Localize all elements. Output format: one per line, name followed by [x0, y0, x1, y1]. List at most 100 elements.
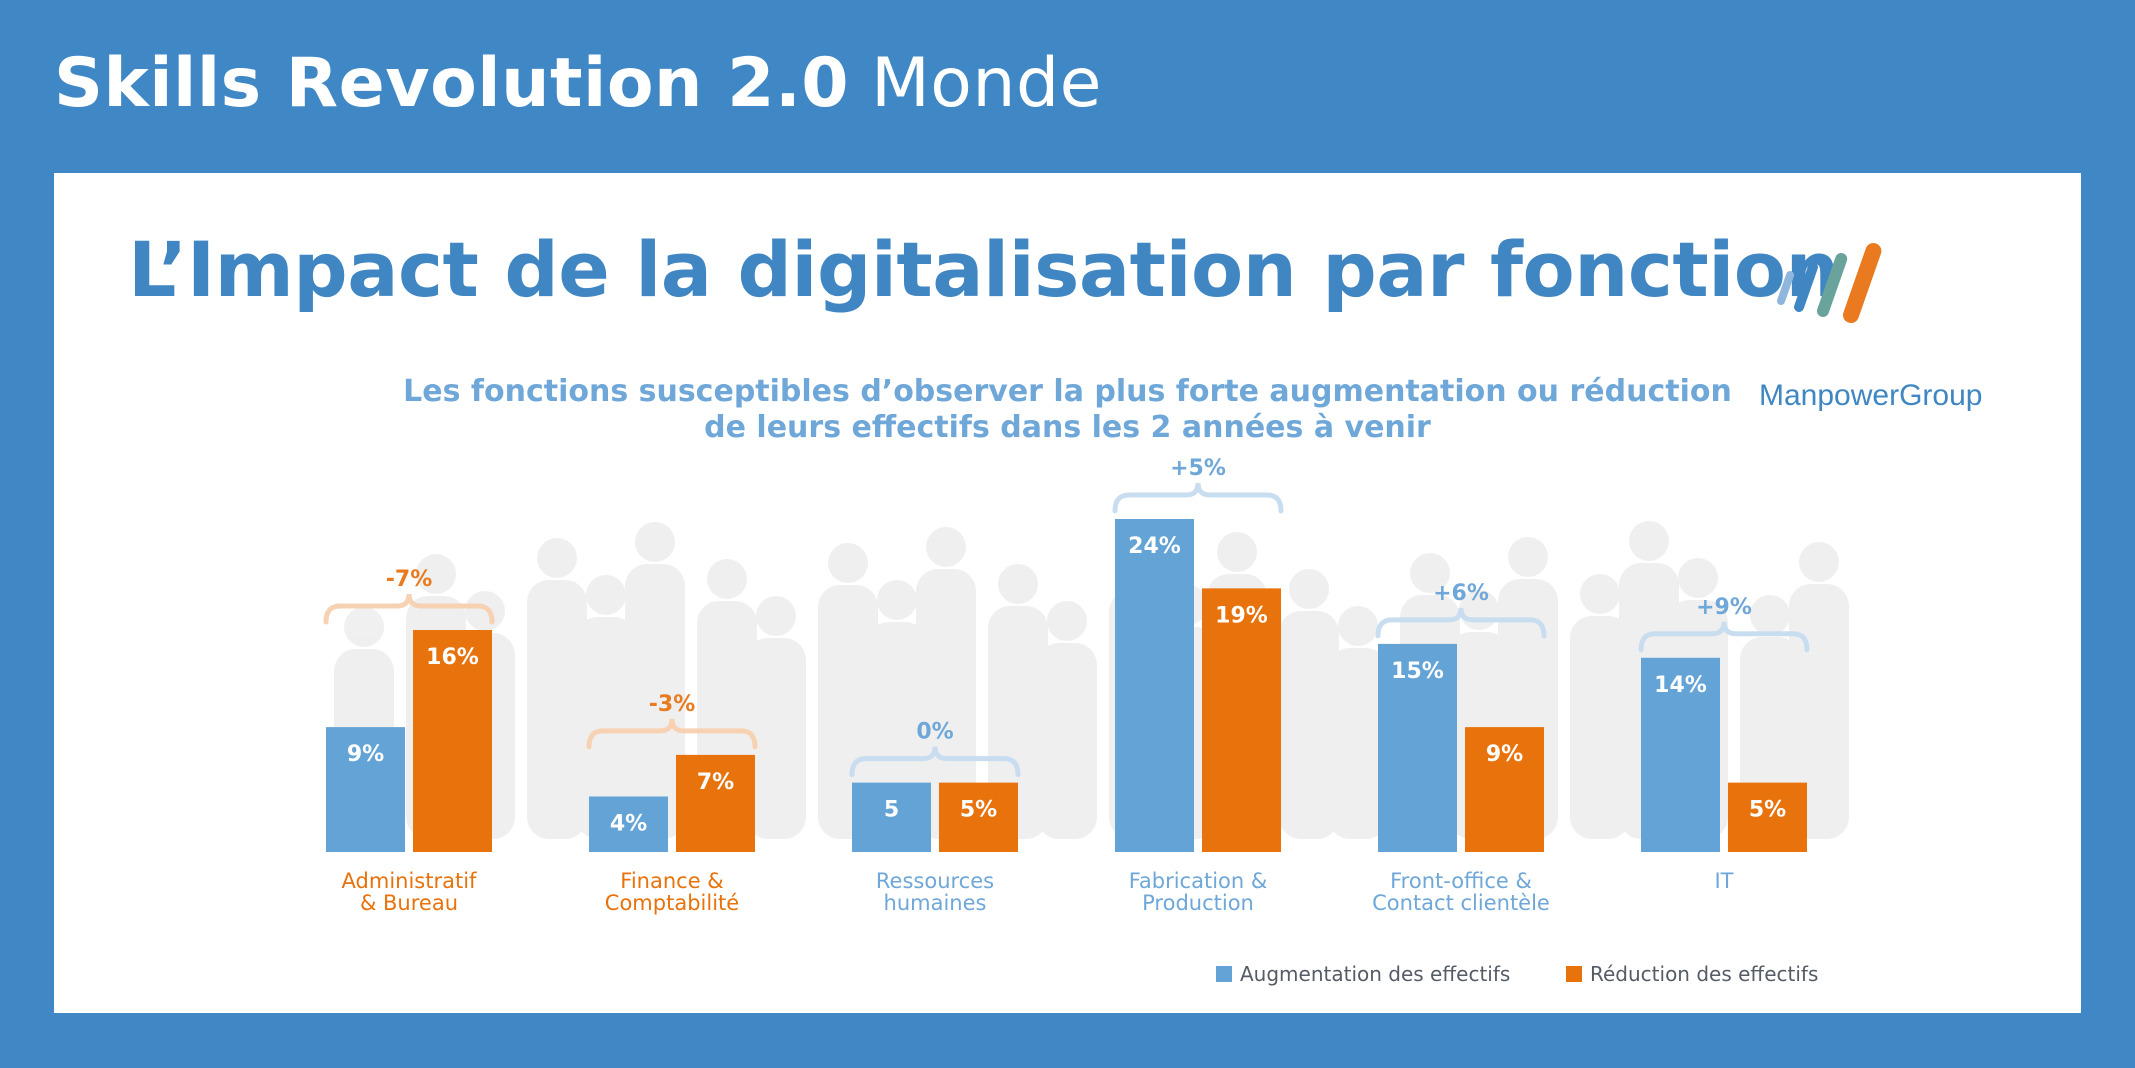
difference-bracket: [1112, 482, 1284, 514]
silhouette-body: [1789, 584, 1849, 839]
difference-label: -7%: [386, 567, 432, 592]
chart-subtitle-line-2: de leurs effectifs dans les 2 années à v…: [704, 410, 1431, 445]
data-label-increase: 4%: [610, 812, 647, 837]
header-region: Monde: [871, 44, 1102, 123]
difference-bracket: [1375, 607, 1547, 639]
silhouette-head: [586, 575, 626, 615]
header-title: Skills Revolution 2.0 Monde: [54, 44, 1102, 123]
silhouette-head: [416, 554, 456, 594]
chart-title: L’Impact de la digitalisation par foncti…: [128, 225, 1840, 314]
legend-decrease-label: Réduction des effectifs: [1590, 962, 1819, 986]
silhouette-head: [1508, 537, 1548, 577]
silhouette-body: [988, 606, 1048, 839]
difference-bracket: [1638, 621, 1810, 653]
bar-decrease: [1202, 588, 1281, 852]
data-label-increase: 5: [884, 798, 899, 823]
silhouette-body: [576, 617, 636, 839]
logo-stripe: [1777, 271, 1795, 305]
category-label: Finance &: [620, 869, 723, 893]
difference-label: +6%: [1433, 581, 1489, 606]
category-label: Fabrication &: [1129, 869, 1268, 893]
bar-increase: [1641, 657, 1720, 852]
silhouette-body: [1279, 611, 1339, 839]
legend-increase-label: Augmentation des effectifs: [1240, 962, 1511, 986]
bar-increase: [326, 727, 405, 852]
silhouette-head: [1750, 595, 1790, 635]
data-label-decrease: 9%: [1486, 742, 1523, 767]
category-label: Administratif: [342, 869, 478, 893]
silhouette-head: [344, 607, 384, 647]
logo-stripe: [1843, 243, 1882, 323]
legend-increase: Augmentation des effectifs: [1216, 961, 1510, 987]
data-label-decrease: 5%: [1749, 798, 1786, 823]
silhouette-head: [537, 538, 577, 578]
silhouette-body: [746, 638, 806, 839]
manpowergroup-logo: [1759, 231, 1999, 343]
silhouette-head: [635, 522, 675, 562]
difference-bracket: [323, 593, 495, 625]
bar-decrease: [1728, 782, 1807, 852]
silhouette-head: [926, 527, 966, 567]
logo-wordmark: ManpowerGroup: [1759, 379, 1983, 412]
silhouette-body: [1328, 648, 1388, 839]
logo-stripe: [1817, 253, 1848, 317]
legend-decrease: Réduction des effectifs: [1566, 961, 1818, 987]
bar-increase: [589, 796, 668, 852]
data-label-decrease: 7%: [697, 770, 734, 795]
difference-label: 0%: [916, 720, 953, 745]
silhouette-body: [625, 564, 685, 839]
crowd-silhouette: [334, 521, 1849, 839]
bar-increase: [1378, 643, 1457, 852]
silhouette-head: [1580, 574, 1620, 614]
silhouette-head: [828, 543, 868, 583]
data-label-decrease: 5%: [960, 798, 997, 823]
data-label-increase: 15%: [1391, 659, 1444, 684]
data-label-decrease: 19%: [1215, 603, 1268, 628]
silhouette-body: [1570, 616, 1630, 839]
data-label-increase: 14%: [1654, 673, 1707, 698]
category-label: Contact clientèle: [1372, 891, 1550, 915]
data-label-increase: 9%: [347, 742, 384, 767]
category-label: humaines: [884, 891, 987, 915]
bar-increase: [852, 782, 931, 852]
bar-decrease: [939, 782, 1018, 852]
silhouette-head: [465, 591, 505, 631]
silhouette-head: [707, 559, 747, 599]
silhouette-body: [527, 580, 587, 839]
silhouette-head: [1217, 532, 1257, 572]
silhouette-head: [756, 596, 796, 636]
category-label: Front-office &: [1390, 869, 1532, 893]
silhouette-head: [998, 564, 1038, 604]
silhouette-body: [1037, 643, 1097, 839]
chart-subtitle-line-1: Les fonctions susceptibles d’observer la…: [403, 374, 1732, 409]
silhouette-head: [1678, 558, 1718, 598]
category-label: IT: [1714, 869, 1733, 893]
silhouette-head: [1799, 542, 1839, 582]
silhouette-body: [916, 569, 976, 839]
infographic-panel: L’Impact de la digitalisation par foncti…: [54, 173, 2081, 1013]
header-main-title: Skills Revolution 2.0: [54, 44, 850, 123]
data-label-decrease: 16%: [426, 645, 479, 670]
category-label: Comptabilité: [605, 891, 739, 915]
bar-chart: 9% 16% -7% Administratif& Bureau 4% 7% -3% Fina…: [323, 456, 1849, 915]
silhouette-head: [1629, 521, 1669, 561]
difference-bracket: [586, 718, 758, 750]
category-label: & Bureau: [360, 891, 458, 915]
category-label: Production: [1142, 891, 1254, 915]
silhouette-head: [1289, 569, 1329, 609]
logo-stripe: [1794, 262, 1818, 312]
difference-label: +9%: [1696, 595, 1752, 620]
legend-increase-swatch: [1216, 966, 1232, 982]
bar-decrease: [1465, 727, 1544, 852]
bar-decrease: [413, 630, 492, 852]
logo-mark-icon: [1777, 243, 1882, 323]
silhouette-head: [877, 580, 917, 620]
category-label: Ressources: [876, 869, 994, 893]
difference-label: +5%: [1170, 456, 1226, 481]
silhouette-head: [1047, 601, 1087, 641]
silhouette-head: [1338, 606, 1378, 646]
silhouette-head: [1410, 553, 1450, 593]
data-label-increase: 24%: [1128, 534, 1181, 559]
bar-increase: [1115, 519, 1194, 852]
difference-label: -3%: [649, 692, 695, 717]
